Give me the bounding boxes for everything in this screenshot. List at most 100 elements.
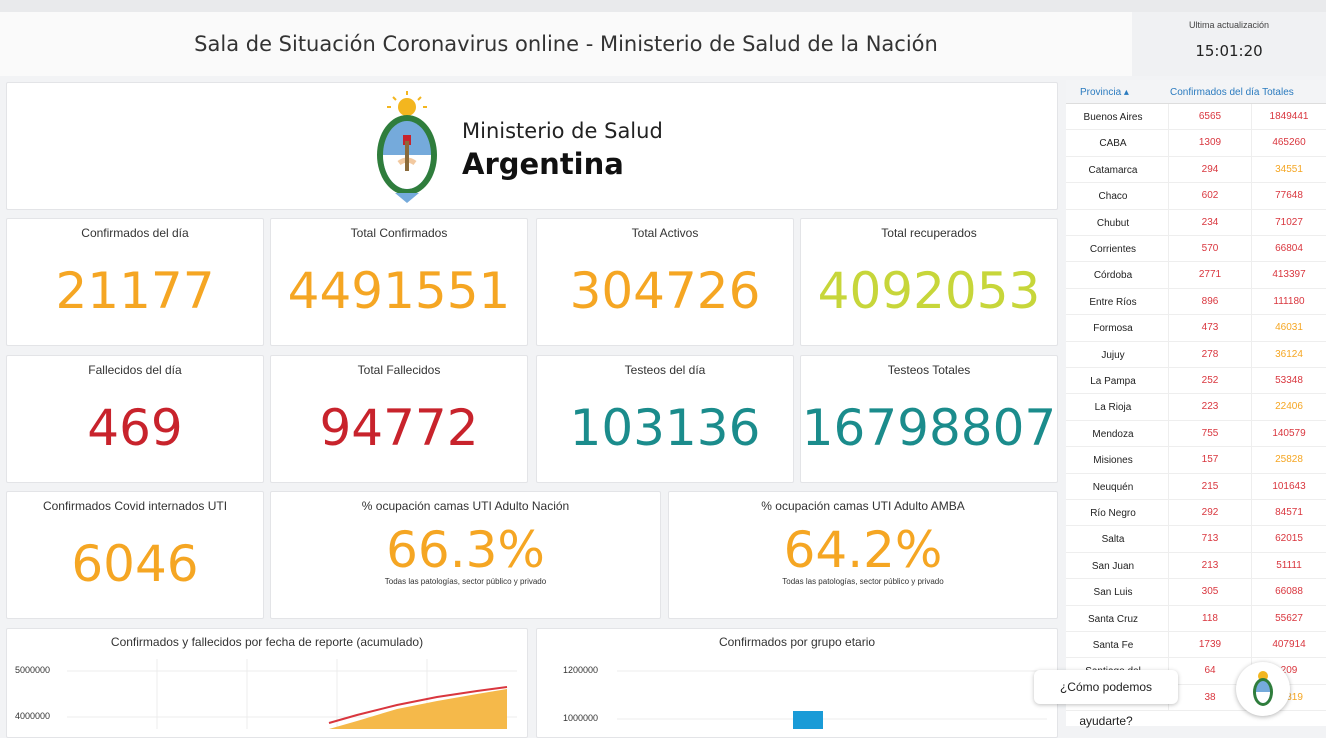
kpi-label: Confirmados Covid internados UTI	[42, 499, 228, 513]
table-row[interactable]: Chubut 234 71027	[1066, 209, 1326, 236]
cell-provincia: Santa Cruz	[1087, 613, 1139, 625]
kpi-value: 16798807	[801, 399, 1057, 457]
cell-provincia: Río Negro	[1090, 508, 1136, 519]
cell-confirmados-totales: 29819	[1275, 691, 1303, 703]
kpi-note: Todas las patologías, sector público y p…	[782, 577, 944, 586]
cell-confirmados-dia: 2771	[1168, 262, 1252, 289]
last-update-time: 15:01:20	[1195, 42, 1263, 60]
cell-provincia: La Pampa	[1090, 376, 1136, 387]
cell-provincia: Catamarca	[1088, 164, 1138, 176]
table-row[interactable]: Entre Ríos 896 111180	[1066, 288, 1326, 316]
table-row[interactable]: Santa Cruz 118 55627	[1066, 605, 1326, 632]
table-row[interactable]: Chaco 602 77648	[1066, 183, 1326, 210]
cell-provincia: Entre Ríos	[1089, 296, 1137, 308]
cell-confirmados-dia: 118	[1168, 605, 1252, 632]
kpi-label: Total Activos	[631, 226, 699, 240]
kpi-label: Total recuperados	[881, 226, 977, 240]
table-row[interactable]: Salta 713 62015	[1066, 526, 1326, 553]
cell-confirmados-dia: 215	[1168, 473, 1252, 500]
cell-confirmados-dia: 473	[1168, 315, 1252, 342]
table-row[interactable]: Córdoba 2771 413397	[1066, 262, 1326, 289]
cell-confirmados-totales: 66804	[1275, 243, 1303, 254]
kpi-value: 469	[87, 399, 183, 457]
table-row[interactable]: Misiones 157 25828	[1066, 447, 1326, 474]
kpi-label: Testeos Totales	[887, 363, 971, 377]
cell-confirmados-totales: 1849441	[1269, 111, 1309, 122]
kpi-fallecidos-dia: Fallecidos del día 469	[6, 355, 264, 483]
cell-confirmados-totales: 84571	[1275, 507, 1303, 518]
cell-confirmados-dia: 1309	[1168, 130, 1252, 157]
cell-confirmados-totales: 46031	[1275, 322, 1303, 334]
kpi-total-fallecidos: Total Fallecidos 94772	[270, 355, 528, 483]
kpi-label: Testeos del día	[624, 363, 706, 377]
page-header: Sala de Situación Coronavirus online - M…	[0, 12, 1132, 76]
table-row[interactable]: Santa Fe 1739 407914	[1066, 632, 1326, 659]
cell-confirmados-totales: 53348	[1275, 375, 1303, 386]
table-row[interactable]: Río Negro 292 84571	[1066, 500, 1326, 527]
coat-of-arms-icon	[1253, 671, 1273, 706]
cell-provincia: Neuquén	[1092, 481, 1134, 493]
kpi-note: Todas las patologías, sector público y p…	[384, 577, 547, 586]
kpi-label: Confirmados del día	[81, 226, 189, 240]
table-row[interactable]: Buenos Aires 6565 1849441	[1066, 104, 1326, 131]
cell-confirmados-dia: 713	[1168, 526, 1252, 553]
chat-assistant-button[interactable]	[1236, 662, 1290, 716]
cell-confirmados-totales: 55627	[1275, 612, 1303, 624]
cell-provincia: Santa Fe	[1092, 640, 1134, 651]
kpi-value: 21177	[55, 262, 215, 320]
y-tick: 1000000	[563, 713, 599, 723]
table-row[interactable]: CABA 1309 465260	[1066, 130, 1326, 157]
cumulative-bars	[67, 659, 517, 729]
column-confirmados[interactable]: Confirmados del día Totales	[1170, 87, 1294, 98]
y-tick: 5000000	[15, 665, 51, 675]
kpi-confirmados-dia: Confirmados del día 21177	[6, 218, 264, 346]
table-row[interactable]: Neuquén 215 101643	[1066, 473, 1326, 500]
cell-confirmados-totales: 209	[1280, 665, 1298, 677]
table-row[interactable]: Formosa 473 46031	[1066, 315, 1326, 342]
table-row[interactable]: La Pampa 252 53348	[1066, 368, 1326, 395]
kpi-value: 4092053	[817, 262, 1041, 320]
cell-confirmados-dia: 213	[1168, 552, 1252, 579]
table-row[interactable]: Catamarca 294 34551	[1066, 156, 1326, 184]
column-provincia[interactable]: Provincia ▴	[1080, 87, 1129, 98]
kpi-testeos-totales: Testeos Totales 16798807	[800, 355, 1058, 483]
province-table: Provincia ▴ Confirmados del día Totales …	[1066, 80, 1326, 726]
kpi-value: 94772	[319, 399, 479, 457]
y-tick: 1200000	[563, 665, 599, 675]
cell-confirmados-totales: 22406	[1275, 401, 1303, 413]
cell-provincia: CABA	[1099, 138, 1127, 150]
cell-confirmados-dia: 278	[1168, 341, 1252, 368]
table-row[interactable]: Corrientes 570 66804	[1066, 236, 1326, 263]
kpi-value: 103136	[569, 399, 761, 457]
kpi-total-activos: Total Activos 304726	[536, 218, 794, 346]
coat-of-arms-icon	[377, 91, 437, 203]
cell-provincia: La Rioja	[1094, 402, 1132, 414]
cell-confirmados-totales: 34551	[1275, 163, 1303, 175]
chat-bubble[interactable]: ¿Cómo podemos ayudarte?	[1034, 670, 1178, 728]
age-group-bars	[617, 670, 1047, 729]
kpi-label: Total Confirmados	[350, 226, 448, 240]
cell-confirmados-dia: 294	[1168, 156, 1252, 183]
kpi-total-recuperados: Total recuperados 4092053	[800, 218, 1058, 346]
kpi-label: % ocupación camas UTI Adulto Nación	[361, 499, 570, 513]
kpi-value: 6046	[71, 535, 199, 593]
cell-confirmados-dia: 602	[1168, 183, 1252, 210]
cell-provincia: San Juan	[1091, 560, 1135, 572]
table-row[interactable]: San Juan 213 51111	[1066, 552, 1326, 580]
ministry-logo-card: Ministerio de Salud Argentina	[6, 82, 1058, 210]
table-row[interactable]: La Rioja 223 22406	[1066, 394, 1326, 421]
kpi-total-confirmados: Total Confirmados 4491551	[270, 218, 528, 346]
table-row[interactable]: Jujuy 278 36124	[1066, 341, 1326, 368]
country-name: Argentina	[462, 147, 624, 181]
cell-provincia: Córdoba	[1093, 270, 1133, 282]
cell-provincia: Formosa	[1093, 323, 1133, 335]
cell-confirmados-dia: 292	[1168, 500, 1252, 526]
kpi-label: Fallecidos del día	[88, 363, 182, 377]
cell-confirmados-totales: 71027	[1275, 216, 1303, 228]
kpi-ocupacion-amba: % ocupación camas UTI Adulto AMBA 64.2% …	[668, 491, 1058, 619]
table-row[interactable]: Mendoza 755 140579	[1066, 420, 1326, 448]
y-tick: 4000000	[15, 711, 51, 721]
cell-confirmados-totales: 101643	[1272, 480, 1306, 492]
cell-provincia: Mendoza	[1092, 428, 1134, 440]
table-row[interactable]: San Luis 305 66088	[1066, 579, 1326, 606]
